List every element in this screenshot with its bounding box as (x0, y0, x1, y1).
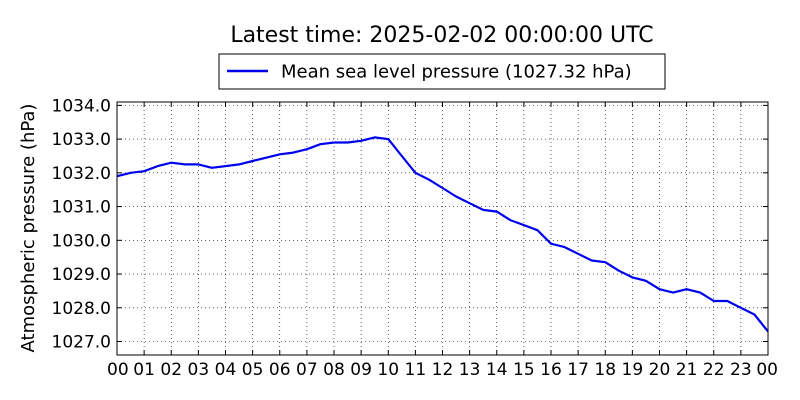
x-tick-label: 14 (486, 360, 508, 380)
x-tick-label: 23 (730, 360, 752, 380)
x-tick-label: 21 (676, 360, 698, 380)
x-tick-label: 07 (296, 360, 318, 380)
x-tick-label: 15 (513, 360, 535, 380)
y-tick-label: 1031.0 (52, 198, 111, 218)
y-axis-ticks: 1027.0 1028.0 1029.0 1030.0 1031.0 1032.0 1033… (52, 96, 768, 353)
y-tick-label: 1033.0 (52, 130, 111, 150)
y-tick-label: 1032.0 (52, 164, 111, 184)
x-tick-label: 20 (649, 360, 671, 380)
x-tick-label: 17 (567, 360, 589, 380)
series-line-mean-sea-level-pressure (116, 136, 769, 333)
x-tick-label: 11 (405, 360, 427, 380)
x-tick-label: 00 (756, 360, 778, 380)
x-tick-label: 16 (540, 360, 562, 380)
y-tick-label: 1034.0 (52, 96, 111, 116)
legend-box (218, 53, 666, 90)
y-tick-label: 1029.0 (52, 265, 111, 285)
y-axis-label: Atmospheric pressure (hPa) (18, 104, 39, 353)
x-tick-label: 00 (107, 360, 129, 380)
x-tick-label: 10 (377, 360, 399, 380)
x-tick-label: 19 (622, 360, 644, 380)
grid (116, 102, 769, 355)
x-tick-label: 05 (242, 360, 264, 380)
plot-frame (116, 101, 769, 356)
legend-label: Mean sea level pressure (1027.32 hPa) (281, 62, 632, 83)
chart-title: Latest time: 2025-02-02 00:00:00 UTC (230, 23, 653, 48)
legend: Mean sea level pressure (1027.32 hPa) (218, 53, 666, 90)
y-tick-label: 1030.0 (52, 231, 111, 251)
y-tick-label: 1027.0 (52, 333, 111, 353)
x-tick-label: 08 (323, 360, 345, 380)
y-tick-label: 1028.0 (52, 299, 111, 319)
x-tick-label: 04 (215, 360, 237, 380)
x-axis-ticks: 00 01 02 03 04 05 06 07 08 09 10 11 12 13 14 15 16 17 18 19… (107, 102, 778, 380)
x-tick-label: 12 (432, 360, 454, 380)
x-tick-label: 09 (350, 360, 372, 380)
x-tick-label: 03 (188, 360, 210, 380)
x-tick-label: 01 (133, 360, 155, 380)
x-tick-label: 02 (160, 360, 182, 380)
x-tick-label: 06 (269, 360, 291, 380)
x-tick-label: 13 (459, 360, 481, 380)
x-tick-label: 18 (594, 360, 616, 380)
x-tick-label: 22 (703, 360, 725, 380)
